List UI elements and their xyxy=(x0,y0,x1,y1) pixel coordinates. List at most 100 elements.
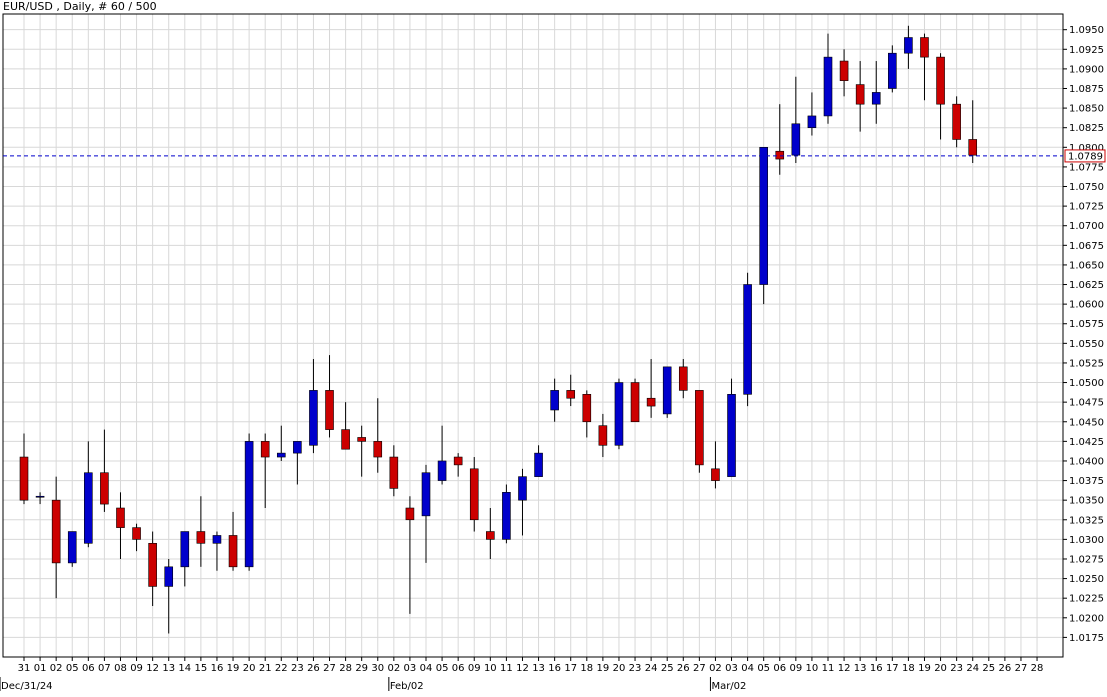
candle xyxy=(614,378,624,450)
y-tick-label: 1.0900 xyxy=(1069,64,1104,75)
y-tick-label: 1.0400 xyxy=(1069,456,1104,467)
candle-body-down xyxy=(646,397,656,407)
candle xyxy=(759,147,768,305)
x-tick-label: 19 xyxy=(597,663,610,674)
candle-body-up xyxy=(727,394,736,477)
candle xyxy=(84,441,93,548)
candle xyxy=(952,96,961,148)
candle xyxy=(357,425,366,477)
candle-body-up xyxy=(437,460,447,481)
x-tick-label: 20 xyxy=(243,663,256,674)
candle xyxy=(630,378,640,423)
x-tick-label: 17 xyxy=(886,663,899,674)
candle-body-up xyxy=(244,441,254,568)
x-tick-label: 27 xyxy=(323,663,336,674)
candle-body-down xyxy=(100,472,109,505)
candle-body-up xyxy=(791,123,801,156)
y-axis: 1.0175 1.0200 1.0225 1.0250 1.0275 1.0300 1.03… xyxy=(1063,25,1104,644)
candle-body-down xyxy=(839,60,849,81)
x-tick-label: 18 xyxy=(580,663,593,674)
x-tick-label: 11 xyxy=(822,663,835,674)
candle xyxy=(421,464,431,563)
current-price-box xyxy=(1064,149,1106,163)
candle xyxy=(293,441,302,485)
candle xyxy=(791,76,801,163)
x-tick-label: 05 xyxy=(436,663,449,674)
candle-body-down xyxy=(775,150,785,160)
y-tick-label: 1.0875 xyxy=(1069,84,1104,95)
x-tick-label: 05 xyxy=(66,663,79,674)
x-tick-label: 23 xyxy=(950,663,963,674)
x-tick-label: 16 xyxy=(870,663,883,674)
candle xyxy=(116,492,125,559)
candle xyxy=(196,496,206,567)
y-tick-label: 1.0175 xyxy=(1069,633,1104,644)
candle xyxy=(373,398,383,473)
y-tick-label: 1.0275 xyxy=(1069,554,1104,565)
x-tick-label: 18 xyxy=(902,663,915,674)
current-price-label: 1.0789 xyxy=(1068,151,1103,162)
y-tick-label: 1.0550 xyxy=(1069,339,1104,350)
x-tick-label: 23 xyxy=(629,663,642,674)
y-tick-label: 1.0950 xyxy=(1069,25,1104,36)
x-tick-label: 23 xyxy=(291,663,304,674)
candle xyxy=(35,492,45,505)
x-tick-label: 19 xyxy=(227,663,240,674)
x-tick-label: 13 xyxy=(854,663,867,674)
y-tick-label: 1.0350 xyxy=(1069,496,1104,507)
y-tick-label: 1.0525 xyxy=(1069,358,1104,369)
candle-body-up xyxy=(662,366,672,415)
x-tick-label: 24 xyxy=(645,663,658,674)
y-tick-label: 1.0575 xyxy=(1069,319,1104,330)
candle-body-down xyxy=(582,394,592,423)
x-tick-label: 16 xyxy=(211,663,224,674)
candle-body-up xyxy=(888,52,897,89)
candle-body-up xyxy=(743,284,752,395)
y-tick-label: 1.0200 xyxy=(1069,613,1104,624)
candle xyxy=(132,523,141,552)
candle-body-down xyxy=(357,437,366,442)
y-tick-label: 1.0250 xyxy=(1069,574,1104,585)
candle-body-down xyxy=(711,468,720,481)
candle xyxy=(469,457,479,532)
candle xyxy=(888,45,897,93)
candle-body-down xyxy=(260,441,270,458)
candle xyxy=(341,402,350,450)
candle-body-up xyxy=(518,476,527,501)
x-tick-label: 27 xyxy=(1015,663,1028,674)
y-tick-label: 1.0325 xyxy=(1069,515,1104,526)
y-tick-label: 1.0600 xyxy=(1069,300,1104,311)
candle xyxy=(582,390,592,438)
y-tick-label: 1.0750 xyxy=(1069,182,1104,193)
x-tick-label: 01 xyxy=(34,663,47,674)
x-tick-label: 13 xyxy=(532,663,545,674)
x-tick-label: 10 xyxy=(484,663,497,674)
candle-body-down xyxy=(678,366,688,391)
x-tick-label: 26 xyxy=(307,663,320,674)
y-tick-label: 1.0825 xyxy=(1069,123,1104,134)
candle-body-up xyxy=(293,441,302,454)
grid-layer xyxy=(3,14,1063,657)
x-tick-label: 06 xyxy=(452,663,465,674)
x-tick-label: 29 xyxy=(355,663,368,674)
x-tick-label: 30 xyxy=(371,663,384,674)
x-tick-label: 06 xyxy=(773,663,786,674)
y-tick-label: 1.0450 xyxy=(1069,417,1104,428)
y-tick-label: 1.0425 xyxy=(1069,437,1104,448)
y-tick-label: 1.0925 xyxy=(1069,45,1104,56)
candle-body-down xyxy=(855,84,865,105)
candle xyxy=(309,359,318,454)
x-tick-label: 05 xyxy=(757,663,770,674)
candle-body-up xyxy=(421,472,431,517)
candle-body-up xyxy=(823,56,833,117)
candle-body-up xyxy=(550,390,559,411)
candle-body-down xyxy=(389,456,399,489)
y-tick-label: 1.0300 xyxy=(1069,535,1104,546)
candle-body-down xyxy=(51,499,61,564)
candle-body-down xyxy=(486,531,495,540)
x-tick-label: 09 xyxy=(130,663,143,674)
candle xyxy=(51,476,61,599)
candle-body-up xyxy=(67,531,77,564)
candle xyxy=(100,429,109,512)
